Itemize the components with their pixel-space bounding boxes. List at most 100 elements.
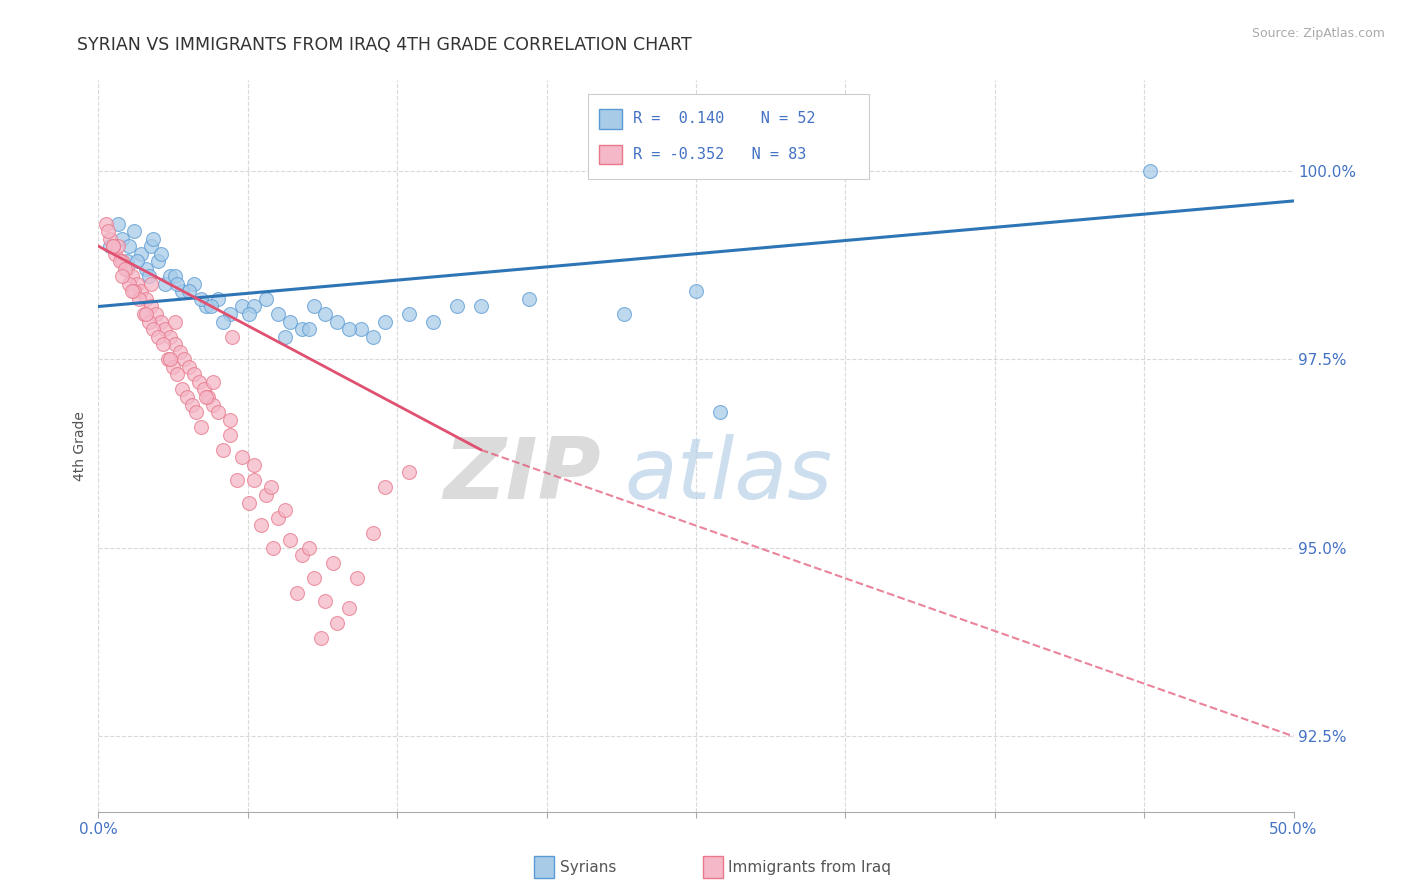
Point (374, 315, 396, 329)
Point (135, 261, 157, 276)
Point (125, 277, 148, 291)
Point (115, 261, 138, 276)
Point (291, 322, 314, 336)
Point (162, 359, 184, 374)
Point (231, 450, 253, 465)
Point (121, 285, 143, 299)
Point (346, 571, 368, 585)
Point (339, 601, 361, 615)
Point (363, 525, 385, 540)
Point (339, 322, 361, 336)
Point (97, 224, 120, 238)
Point (350, 322, 373, 336)
Point (163, 269, 186, 284)
Point (131, 285, 153, 299)
Point (238, 307, 260, 321)
Point (179, 359, 201, 374)
Point (243, 300, 266, 314)
Point (278, 315, 301, 329)
Point (159, 269, 181, 284)
Point (139, 300, 162, 314)
Point (155, 322, 177, 336)
Point (145, 307, 167, 321)
Point (118, 239, 141, 253)
Point (172, 285, 194, 299)
Point (94, 217, 117, 231)
Point (115, 254, 138, 268)
Point (363, 329, 385, 343)
Point (138, 269, 160, 284)
Point (148, 254, 170, 268)
Point (197, 390, 219, 404)
Point (107, 239, 129, 253)
Point (139, 277, 162, 291)
Point (98, 232, 122, 246)
Point (124, 224, 146, 238)
Point (155, 277, 177, 291)
Point (128, 292, 150, 306)
Point (298, 322, 321, 336)
Point (278, 533, 301, 548)
Point (231, 300, 253, 314)
Point (422, 315, 444, 329)
Point (125, 254, 148, 268)
Point (98, 239, 122, 253)
Text: ZIP: ZIP (443, 434, 600, 516)
Point (259, 480, 281, 494)
Point (207, 405, 229, 419)
Point (398, 307, 420, 321)
Point (250, 518, 273, 533)
Point (142, 232, 165, 246)
Point (166, 368, 188, 382)
Point (101, 239, 124, 253)
Point (202, 375, 225, 389)
Point (163, 337, 186, 351)
Point (267, 307, 290, 321)
Point (326, 616, 349, 631)
Point (221, 329, 243, 343)
Point (156, 352, 179, 367)
Point (685, 285, 707, 299)
Point (195, 300, 218, 314)
Point (315, 593, 337, 607)
Point (148, 329, 170, 343)
Point (183, 368, 205, 382)
Point (180, 398, 202, 412)
Point (166, 277, 188, 291)
Point (183, 277, 205, 291)
Point (202, 398, 225, 412)
Point (172, 383, 194, 397)
Point (322, 556, 344, 570)
Point (219, 307, 242, 321)
Point (302, 300, 325, 314)
Point (190, 420, 212, 434)
Point (326, 315, 349, 329)
Point (104, 246, 127, 260)
Point (238, 495, 260, 509)
Point (285, 586, 308, 600)
Point (195, 390, 218, 404)
Point (142, 322, 165, 336)
Point (211, 442, 233, 457)
Point (226, 473, 249, 487)
Point (139, 239, 162, 253)
Point (243, 458, 266, 472)
Point (267, 510, 290, 524)
Point (101, 239, 124, 253)
Point (118, 277, 141, 291)
Point (219, 427, 242, 442)
Text: atlas: atlas (624, 434, 832, 516)
Point (398, 466, 420, 480)
Point (149, 315, 172, 329)
Point (159, 352, 181, 367)
Point (274, 329, 297, 343)
Point (179, 285, 201, 299)
Point (298, 541, 321, 555)
Text: R =  0.140    N = 52: R = 0.140 N = 52 (633, 112, 815, 127)
Point (1139, 163, 1161, 178)
Point (211, 315, 233, 329)
Point (169, 344, 191, 359)
Point (176, 390, 198, 404)
Point (190, 292, 212, 306)
Point (108, 254, 131, 268)
